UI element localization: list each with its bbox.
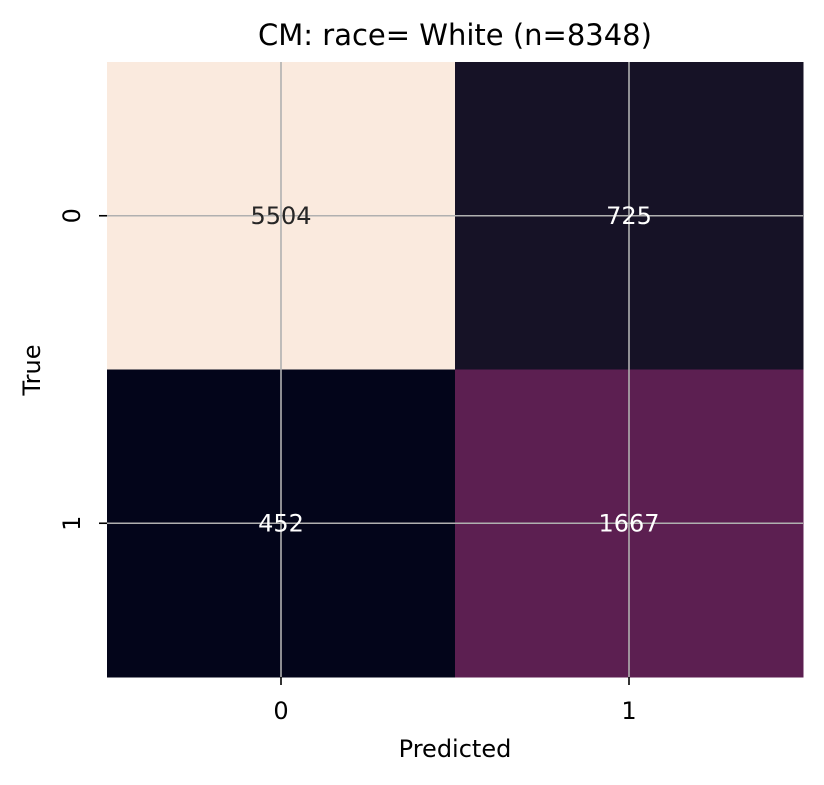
cell-value-1-0: 452 — [258, 509, 304, 537]
cell-value-0-0: 5504 — [250, 202, 311, 230]
heatmap-cells — [107, 62, 804, 678]
cell-value-0-1: 725 — [606, 202, 652, 230]
axis-ticks: 0 1 0 1 — [58, 208, 637, 725]
cell-labels: 5504 725 452 1667 — [250, 202, 659, 538]
x-axis-label: Predicted — [399, 735, 512, 763]
x-tick-label-1: 1 — [621, 697, 636, 725]
y-tick-label-1: 1 — [58, 516, 86, 531]
x-tick-label-0: 0 — [273, 697, 288, 725]
cell-value-1-1: 1667 — [598, 509, 659, 537]
grid-lines — [107, 62, 803, 677]
y-axis-label: True — [18, 345, 46, 397]
y-tick-label-0: 0 — [58, 208, 86, 223]
chart-title: CM: race= White (n=8348) — [258, 18, 652, 52]
